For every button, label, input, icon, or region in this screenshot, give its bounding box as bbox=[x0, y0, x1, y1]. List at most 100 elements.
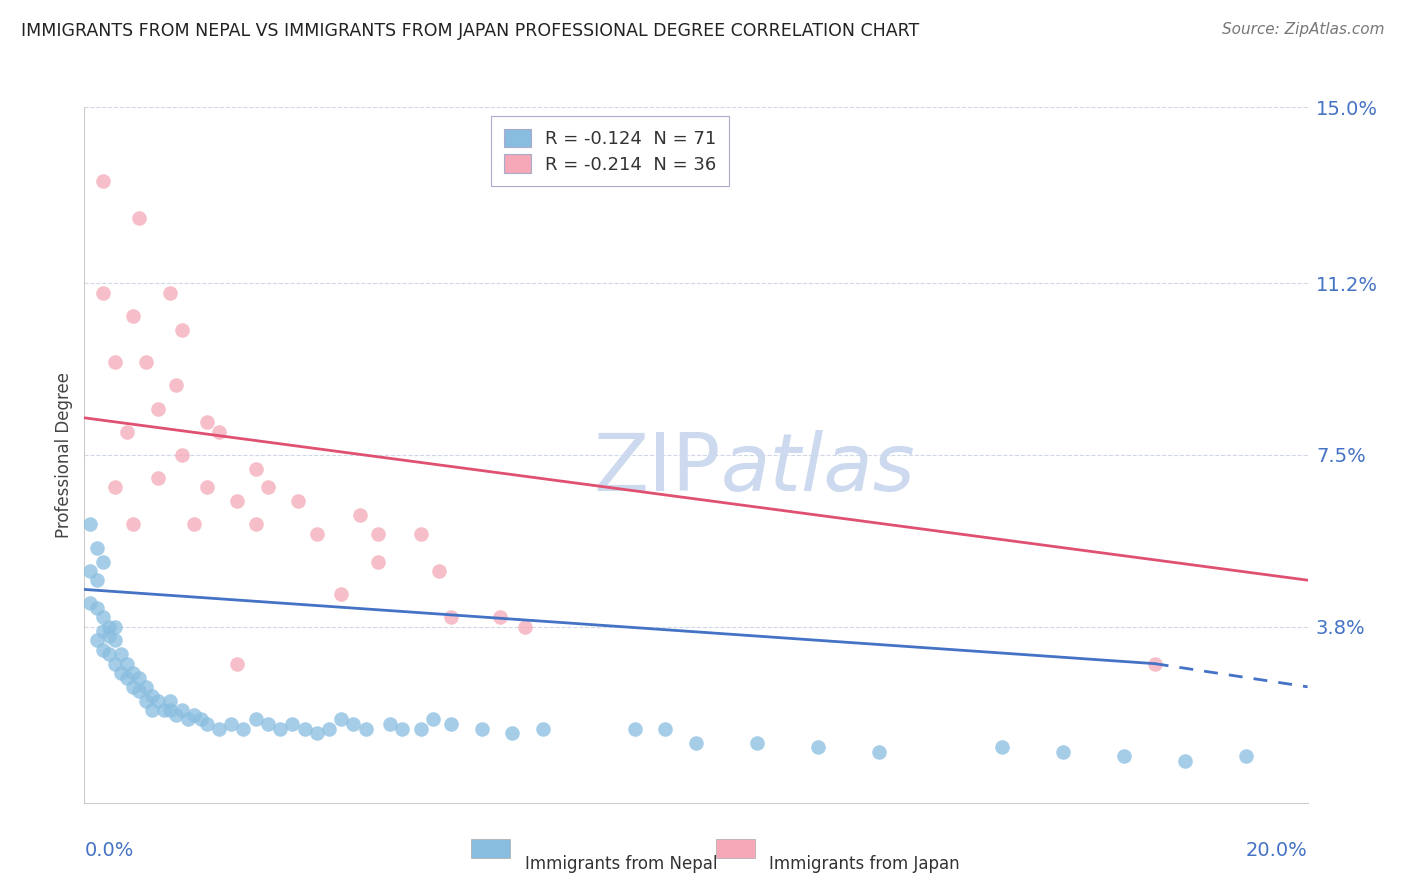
Point bbox=[146, 471, 169, 485]
Point bbox=[305, 526, 328, 541]
Point bbox=[531, 722, 554, 736]
Point bbox=[342, 717, 364, 731]
Point bbox=[513, 619, 536, 633]
FancyBboxPatch shape bbox=[471, 839, 510, 858]
Point bbox=[91, 285, 114, 300]
Point bbox=[97, 629, 120, 643]
Point bbox=[305, 726, 328, 740]
Point bbox=[91, 624, 114, 639]
Point bbox=[97, 619, 120, 633]
Point bbox=[141, 703, 163, 717]
Point bbox=[135, 355, 157, 369]
Point bbox=[91, 555, 114, 569]
Text: IMMIGRANTS FROM NEPAL VS IMMIGRANTS FROM JAPAN PROFESSIONAL DEGREE CORRELATION C: IMMIGRANTS FROM NEPAL VS IMMIGRANTS FROM… bbox=[21, 22, 920, 40]
Point bbox=[195, 480, 218, 494]
Point bbox=[807, 740, 830, 755]
Point bbox=[208, 425, 231, 439]
Point bbox=[440, 717, 463, 731]
Point bbox=[104, 480, 127, 494]
Point bbox=[1174, 754, 1197, 768]
Point bbox=[330, 712, 353, 726]
Point bbox=[165, 378, 187, 392]
Point bbox=[122, 517, 145, 532]
Point bbox=[422, 712, 444, 726]
FancyBboxPatch shape bbox=[716, 839, 755, 858]
Point bbox=[294, 722, 316, 736]
Point bbox=[380, 717, 402, 731]
Point bbox=[226, 494, 249, 508]
Point bbox=[654, 722, 676, 736]
Point bbox=[226, 657, 249, 671]
Point bbox=[330, 587, 353, 601]
Point bbox=[489, 610, 512, 624]
Point bbox=[427, 564, 450, 578]
Point bbox=[79, 596, 101, 610]
Point bbox=[110, 665, 132, 680]
Text: Immigrants from Japan: Immigrants from Japan bbox=[769, 855, 960, 873]
Point bbox=[685, 735, 707, 749]
Point bbox=[624, 722, 647, 736]
Point bbox=[195, 717, 218, 731]
Point bbox=[354, 722, 377, 736]
Point bbox=[128, 684, 150, 698]
Point bbox=[115, 671, 138, 685]
Point bbox=[1114, 749, 1136, 764]
Point bbox=[146, 401, 169, 416]
Point bbox=[195, 416, 218, 430]
Point bbox=[232, 722, 254, 736]
Text: Immigrants from Nepal: Immigrants from Nepal bbox=[524, 855, 717, 873]
Text: 20.0%: 20.0% bbox=[1246, 841, 1308, 860]
Point bbox=[104, 657, 127, 671]
Point bbox=[183, 517, 205, 532]
Point bbox=[1236, 749, 1258, 764]
Point bbox=[159, 285, 181, 300]
Point bbox=[349, 508, 371, 523]
Point bbox=[183, 707, 205, 722]
Point bbox=[128, 671, 150, 685]
Point bbox=[1052, 745, 1074, 759]
Point bbox=[86, 633, 108, 648]
Point bbox=[91, 642, 114, 657]
Point bbox=[110, 648, 132, 662]
Point bbox=[367, 555, 389, 569]
Point bbox=[208, 722, 231, 736]
Point bbox=[115, 657, 138, 671]
Point bbox=[135, 694, 157, 708]
Point bbox=[159, 694, 181, 708]
Y-axis label: Professional Degree: Professional Degree bbox=[55, 372, 73, 538]
Point bbox=[257, 480, 280, 494]
Point bbox=[219, 717, 242, 731]
Point bbox=[409, 526, 432, 541]
Point bbox=[165, 707, 187, 722]
Point bbox=[104, 633, 127, 648]
Point bbox=[104, 355, 127, 369]
Point bbox=[190, 712, 212, 726]
Text: ZIP: ZIP bbox=[593, 430, 720, 508]
Point bbox=[245, 712, 267, 726]
Point bbox=[502, 726, 524, 740]
Point bbox=[269, 722, 291, 736]
Point bbox=[245, 517, 267, 532]
Point bbox=[86, 541, 108, 555]
Point bbox=[97, 648, 120, 662]
Point bbox=[86, 601, 108, 615]
Point bbox=[287, 494, 309, 508]
Point bbox=[471, 722, 494, 736]
Point bbox=[177, 712, 200, 726]
Text: Source: ZipAtlas.com: Source: ZipAtlas.com bbox=[1222, 22, 1385, 37]
Text: 0.0%: 0.0% bbox=[84, 841, 134, 860]
Point bbox=[159, 703, 181, 717]
Point bbox=[318, 722, 340, 736]
Legend: R = -0.124  N = 71, R = -0.214  N = 36: R = -0.124 N = 71, R = -0.214 N = 36 bbox=[491, 116, 730, 186]
Point bbox=[91, 610, 114, 624]
Point bbox=[747, 735, 769, 749]
Point bbox=[86, 573, 108, 587]
Point bbox=[115, 425, 138, 439]
Point bbox=[172, 323, 194, 337]
Point bbox=[141, 689, 163, 703]
Point bbox=[128, 211, 150, 226]
Point bbox=[122, 665, 145, 680]
Text: atlas: atlas bbox=[720, 430, 915, 508]
Point bbox=[391, 722, 413, 736]
Point bbox=[122, 309, 145, 323]
